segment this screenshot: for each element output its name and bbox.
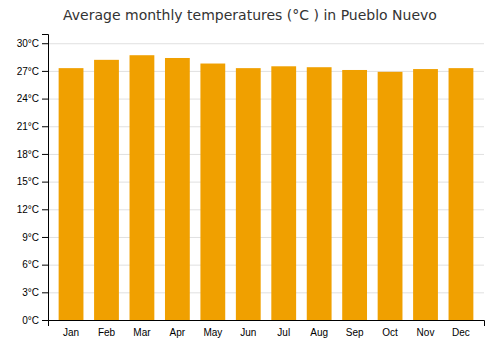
tick-label: Dec	[452, 327, 470, 338]
bar	[165, 58, 190, 320]
tick-mark	[42, 265, 48, 266]
bar	[413, 69, 438, 320]
tick-mark	[42, 237, 48, 238]
tick-label: 18°C	[17, 149, 39, 160]
tick: Apr	[170, 327, 186, 338]
title: Average monthly temperatures (°C ) in Pu…	[63, 7, 437, 23]
tick-label: Jun	[240, 327, 256, 338]
tick-label: 3°C	[22, 287, 39, 298]
tick-label: 21°C	[17, 121, 39, 132]
bar	[307, 67, 332, 320]
tick-mark	[42, 43, 48, 44]
tick-label: Feb	[98, 327, 116, 338]
tick-label: Apr	[170, 327, 186, 338]
bar	[236, 68, 261, 320]
grid-tick	[48, 43, 484, 44]
tick: Jan	[63, 327, 79, 338]
bar	[94, 60, 119, 320]
tick: May	[203, 327, 222, 338]
tick-mark	[42, 320, 48, 321]
tick: 18°C	[17, 149, 48, 160]
tick-label: 30°C	[17, 38, 39, 49]
tick: 21°C	[17, 121, 48, 132]
tick-label: Sep	[346, 327, 364, 338]
tick: 6°C	[22, 259, 48, 270]
tick: Feb	[98, 327, 116, 338]
tick-label: 9°C	[22, 232, 39, 243]
bar	[342, 70, 367, 320]
tick-label: Mar	[133, 327, 151, 338]
grid-line	[48, 43, 484, 44]
tick: Jul	[277, 327, 290, 338]
tick-label: Oct	[382, 327, 398, 338]
bars	[59, 55, 474, 320]
axis-line	[49, 321, 485, 327]
chart: 0°C 3°C 6°C 9°C 12°C 15°C 18°C 21°C 24°C 27°C 30°C…	[0, 0, 500, 350]
y-axis: 0°C 3°C 6°C 9°C 12°C 15°C 18°C 21°C 24°C 27°C 30°C	[17, 35, 49, 326]
plot: 0°C 3°C 6°C 9°C 12°C 15°C 18°C 21°C 24°C 27°C 30°C…	[17, 35, 485, 339]
tick: Sep	[346, 327, 364, 338]
tick-mark	[42, 126, 48, 127]
bar	[449, 68, 474, 320]
tick-label: May	[203, 327, 222, 338]
grid	[48, 44, 484, 321]
tick-mark	[42, 71, 48, 72]
tick-label: 6°C	[22, 259, 39, 270]
x-axis: Jan Feb Mar Apr May Jun Jul Aug Sep Oct Nov Dec	[49, 321, 485, 339]
tick: Mar	[133, 327, 151, 338]
tick: 30°C	[17, 38, 48, 49]
tick: 24°C	[17, 93, 48, 104]
tick-mark	[42, 209, 48, 210]
tick-mark	[42, 182, 48, 183]
bar	[200, 64, 225, 320]
tick: Oct	[382, 327, 398, 338]
tick: 12°C	[17, 204, 48, 215]
tick-mark	[42, 154, 48, 155]
tick-label: Jul	[277, 327, 290, 338]
tick: Aug	[310, 327, 328, 338]
tick: Dec	[452, 327, 470, 338]
axis-line	[42, 35, 49, 321]
tick-label: 24°C	[17, 93, 39, 104]
tick: 15°C	[17, 176, 48, 187]
tick-label: Jan	[63, 327, 79, 338]
tick: 27°C	[17, 66, 48, 77]
bar	[378, 72, 403, 320]
bar	[130, 55, 155, 320]
tick: Jun	[240, 327, 256, 338]
tick-label: Aug	[310, 327, 328, 338]
tick-label: 12°C	[17, 204, 39, 215]
tick: 9°C	[22, 232, 48, 243]
tick-label: 0°C	[22, 315, 39, 326]
tick-label: 15°C	[17, 176, 39, 187]
tick: 3°C	[22, 287, 48, 298]
tick-label: Nov	[417, 327, 435, 338]
bar	[271, 66, 296, 320]
tick-mark	[42, 292, 48, 293]
tick: Nov	[417, 327, 435, 338]
tick: 0°C	[22, 315, 48, 326]
bar	[59, 68, 84, 320]
tick-mark	[42, 99, 48, 100]
tick-label: 27°C	[17, 66, 39, 77]
